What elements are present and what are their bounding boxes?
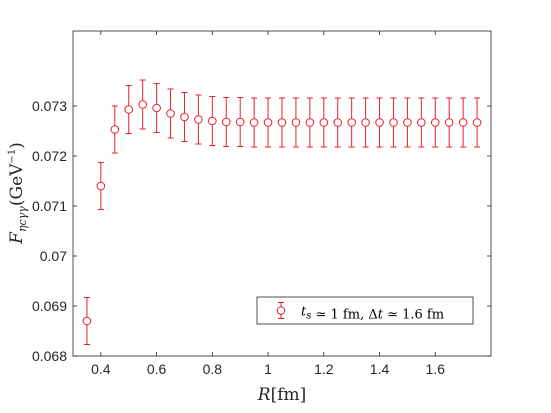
- error-bar: [404, 97, 411, 148]
- x-tick-label: 1.2: [314, 361, 334, 377]
- error-bar: [195, 94, 202, 145]
- y-tick-label: 0.069: [32, 298, 67, 314]
- error-bar: [446, 97, 453, 148]
- data-point: [208, 116, 217, 126]
- data-point: [138, 100, 147, 109]
- plot-area: [82, 79, 482, 345]
- legend-label: ts ≃ 1 fm, Δt ≃ 1.6 fm: [301, 305, 444, 323]
- data-point: [403, 118, 412, 127]
- data-point: [194, 115, 203, 124]
- data-point: [221, 117, 231, 127]
- error-bar: [97, 162, 104, 210]
- data-point: [277, 118, 287, 127]
- error-bar: [376, 97, 383, 148]
- error-bar: [390, 97, 397, 148]
- error-bar: [251, 97, 258, 148]
- error-bar: [139, 79, 146, 130]
- data-point: [249, 118, 259, 127]
- data-point: [430, 118, 440, 127]
- error-bar: [334, 97, 341, 148]
- data-point: [389, 118, 398, 127]
- data-point: [96, 181, 106, 191]
- y-tick-label: 0.07: [40, 248, 67, 264]
- legend-marker: [276, 306, 286, 315]
- error-bar: [348, 97, 355, 148]
- data-point: [180, 112, 189, 122]
- y-axis-label: Fηcγγ(GeV−1): [7, 142, 29, 245]
- data-point: [305, 118, 315, 127]
- data-point: [375, 118, 384, 127]
- data-point: [235, 117, 245, 127]
- data-point: [319, 118, 329, 127]
- y-tick-label: 0.072: [32, 148, 67, 164]
- y-tick-label: 0.073: [32, 98, 67, 114]
- data-point: [361, 118, 370, 127]
- error-bar: [432, 97, 439, 148]
- error-bar: [111, 105, 118, 154]
- data-point: [444, 118, 454, 127]
- axes-box: [72, 30, 492, 357]
- x-tick-label: 0.8: [203, 361, 223, 377]
- error-bar: [320, 97, 327, 148]
- error-bar: [474, 97, 481, 148]
- data-point: [417, 118, 426, 127]
- y-tick-label: 0.068: [32, 348, 67, 364]
- x-tick-label: 1.4: [370, 361, 390, 377]
- x-tick-label: 0.6: [147, 361, 167, 377]
- error-bar: [181, 92, 188, 142]
- data-point: [152, 103, 161, 113]
- data-point: [291, 118, 301, 127]
- data-point: [166, 109, 175, 118]
- error-bar: [223, 97, 230, 147]
- error-bar: [460, 97, 467, 148]
- error-bar: [306, 97, 313, 148]
- legend: ts ≃ 1 fm, Δt ≃ 1.6 fm: [256, 296, 474, 325]
- error-bar: [418, 97, 425, 148]
- data-point: [347, 118, 356, 127]
- data-point: [263, 118, 273, 127]
- axes: 0.4 0.6 0.8 1 1.2 1.4 1.6 0.068 0.069 0.07 0.071 0.…: [32, 30, 492, 377]
- x-tick-label: 0.4: [91, 361, 111, 377]
- x-tick-label: 1: [264, 361, 272, 377]
- x-axis-label: R[fm]: [257, 385, 307, 405]
- error-bar: [125, 85, 132, 134]
- error-bar: [292, 97, 299, 148]
- series-0: [82, 79, 482, 345]
- y-tick-label: 0.071: [32, 198, 67, 214]
- error-bar: [153, 83, 160, 133]
- error-bar: [362, 97, 369, 148]
- error-bar: [209, 96, 216, 146]
- error-bar: [83, 297, 90, 345]
- error-bar: [237, 97, 244, 147]
- x-tick-label: 1.6: [426, 361, 446, 377]
- axis-labels: R[fm] Fηcγγ(GeV−1): [7, 142, 306, 405]
- data-point: [333, 118, 343, 127]
- error-bar: [279, 97, 285, 148]
- error-bar: [265, 97, 272, 148]
- data-point: [472, 118, 482, 127]
- data-point: [82, 316, 92, 326]
- data-point: [458, 118, 468, 127]
- error-bar: [167, 88, 174, 139]
- data-point: [124, 105, 134, 114]
- data-point: [110, 125, 120, 134]
- legend-box: [256, 296, 474, 325]
